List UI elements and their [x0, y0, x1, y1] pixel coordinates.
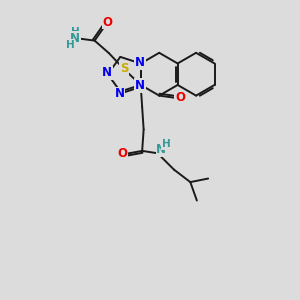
Text: N: N [135, 56, 145, 69]
Text: S: S [120, 62, 129, 75]
Text: H: H [162, 140, 170, 149]
Text: O: O [102, 16, 112, 29]
Text: N: N [102, 66, 112, 79]
Text: H: H [70, 27, 80, 37]
Text: O: O [175, 92, 185, 104]
Text: H: H [66, 40, 75, 50]
Text: N: N [70, 32, 80, 45]
Text: N: N [115, 87, 125, 101]
Text: N: N [135, 79, 145, 92]
Text: N: N [156, 143, 166, 156]
Text: O: O [117, 147, 127, 161]
